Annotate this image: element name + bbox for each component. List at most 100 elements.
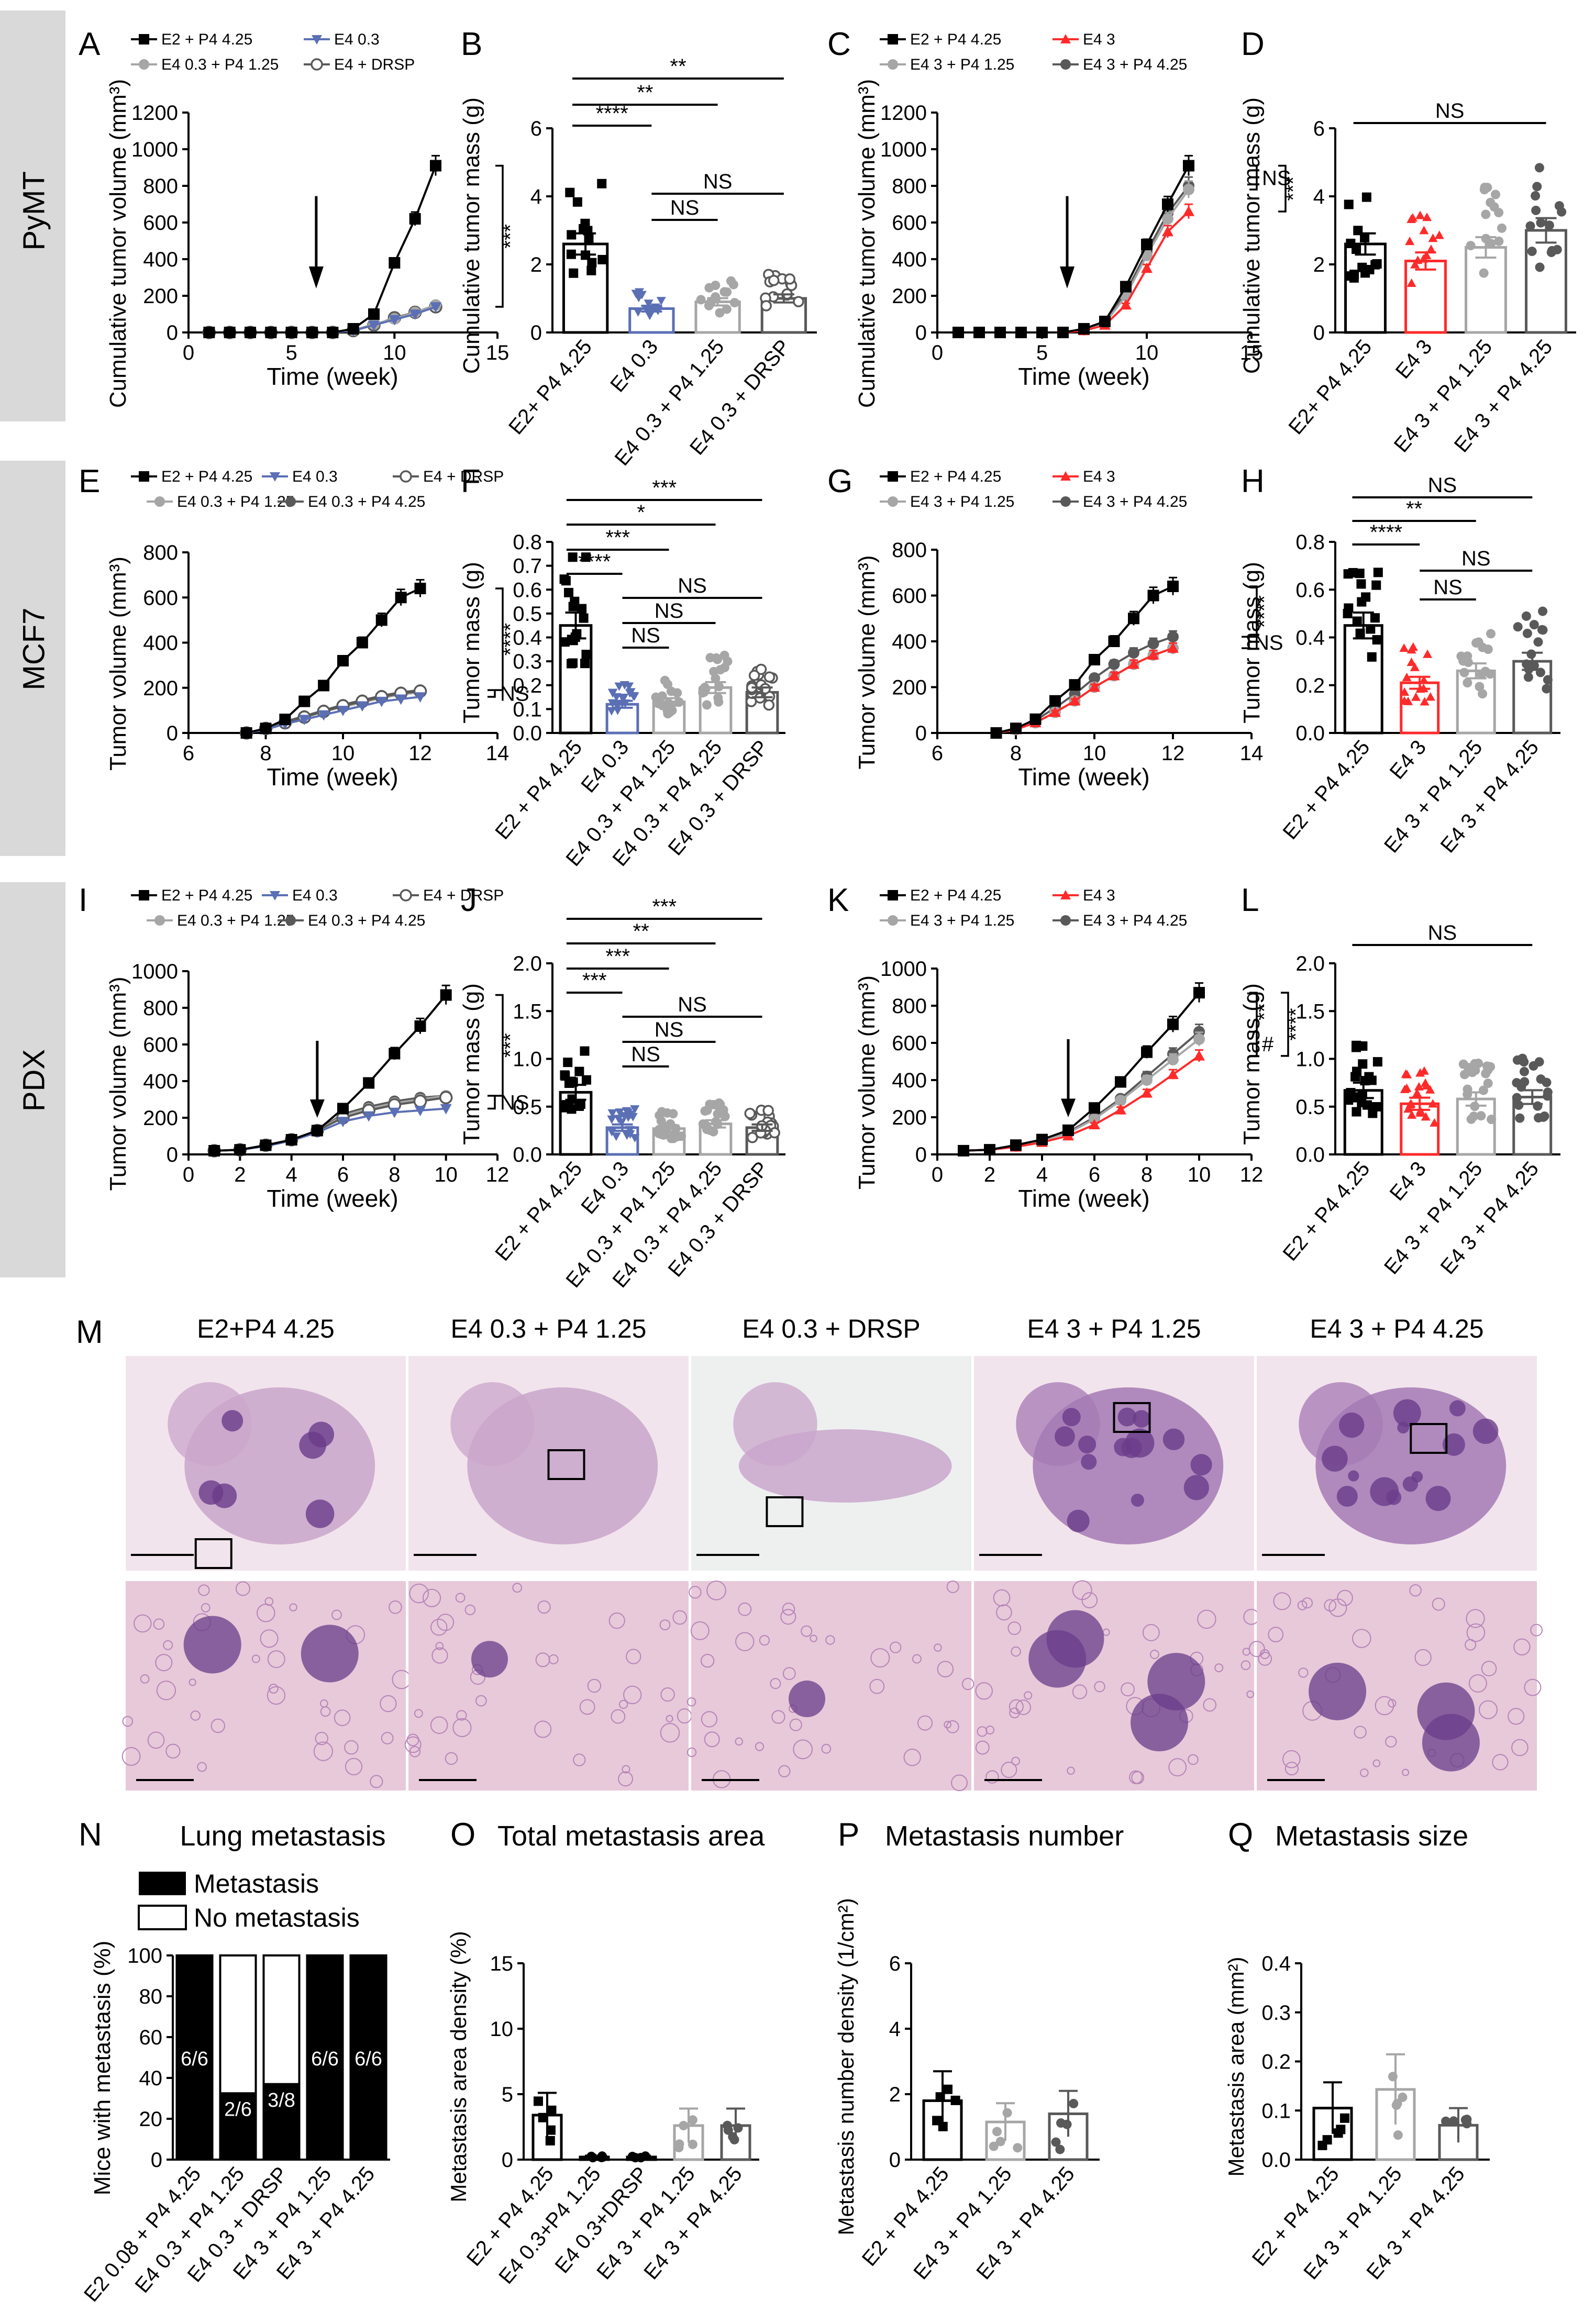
metastasis-nodule: [1442, 1433, 1465, 1456]
bar: [1344, 242, 1387, 334]
y-tick-label: 40: [139, 2067, 163, 2090]
sig-bracket: [488, 1095, 496, 1110]
alveolus: [1009, 1707, 1020, 1719]
data-point: [1441, 2116, 1451, 2126]
sig-bracket: [495, 994, 504, 1097]
series-line: [996, 647, 1173, 734]
data-point: [564, 1078, 574, 1088]
sig-label: ****: [578, 550, 611, 573]
data-point: [565, 187, 575, 197]
data-point: [674, 2139, 684, 2149]
alveolus: [334, 1709, 351, 1726]
data-point: [1352, 1107, 1361, 1117]
data-point: [1494, 236, 1504, 246]
legend-label: E4 3 + P4 4.25: [1083, 493, 1187, 510]
lung-lobe: [733, 1382, 817, 1466]
data-point: [958, 1144, 969, 1157]
legend-label: E4 0.3: [292, 887, 338, 904]
y-axis-label: Metastasis area (mm²): [1224, 1956, 1248, 2176]
legend-label: No metastasis: [194, 1903, 360, 1932]
data-point: [1372, 1057, 1382, 1067]
alveolus: [738, 1602, 752, 1616]
data-point: [1002, 2108, 1012, 2118]
data-point: [714, 682, 724, 692]
data-point: [306, 327, 318, 338]
y-tick-label: 0.0: [513, 1143, 542, 1166]
alveolus: [190, 1710, 201, 1721]
alveolus: [626, 1649, 641, 1664]
data-point: [722, 287, 732, 297]
alveolus: [672, 1610, 688, 1625]
data-point: [1069, 695, 1081, 706]
legend-label: E4 3 + P4 4.25: [1083, 912, 1187, 929]
x-tick-label: 12: [1240, 1163, 1264, 1186]
data-point: [1167, 631, 1179, 643]
data-point: [208, 1145, 220, 1157]
data-point: [1543, 1087, 1553, 1097]
alveolus: [381, 1732, 394, 1744]
y-tick-label: 0.0: [513, 722, 542, 745]
sig-label: NS: [500, 1091, 529, 1114]
series-line: [963, 1038, 1200, 1152]
metastasis-nodule: [183, 1616, 241, 1674]
data-point: [1399, 696, 1409, 705]
panel-E: E E2 + P4 4.25 E4 0.3 E4 + DRSP E4 0.3 + P4 …: [79, 463, 529, 791]
data-point: [1141, 1074, 1153, 1086]
alveolus: [1513, 1638, 1531, 1656]
histology-image-high-mag: [1257, 1581, 1537, 1791]
alveolus: [770, 1678, 781, 1689]
sig-label: NS: [703, 170, 733, 193]
sig-label: ***: [652, 476, 677, 499]
data-point: [1029, 713, 1042, 725]
alveolus: [686, 1747, 697, 1758]
legend-label: E2 + P4 4.25: [910, 887, 1001, 904]
alveolus: [690, 1621, 710, 1640]
data-point: [1361, 192, 1371, 202]
alveolus: [1282, 1750, 1301, 1769]
legend-marker: [1060, 471, 1071, 481]
data-point: [566, 249, 576, 259]
alveolus: [456, 1710, 467, 1721]
data-point: [952, 327, 964, 338]
data-point: [1406, 278, 1416, 287]
bar: [1525, 229, 1567, 334]
panel-title: Total metastasis area: [497, 1820, 765, 1852]
sig-label: NS: [500, 683, 529, 706]
legend-label: E4 3 + P4 1.25: [910, 56, 1014, 73]
alveolus: [1240, 1660, 1251, 1671]
y-tick-label: 0.0: [1295, 1143, 1325, 1166]
series-line: [246, 690, 420, 734]
alveolus: [587, 1678, 602, 1693]
zoom-box: [194, 1538, 232, 1569]
metastasis-nodule: [1336, 1485, 1358, 1507]
panel-N: N Lung metastasis Metastasis No metastasis 0…: [79, 1817, 390, 2306]
alveolus: [189, 1678, 196, 1686]
y-tick-label: 1000: [880, 958, 927, 981]
metastasis-nodule: [1147, 1653, 1205, 1711]
data-point: [1128, 658, 1139, 669]
alveolus: [1466, 1623, 1486, 1642]
x-tick-label: 10: [1083, 742, 1106, 765]
alveolus: [618, 1771, 634, 1787]
sig-label: NS: [655, 599, 684, 622]
alveolus: [1337, 1589, 1353, 1606]
data-point: [1456, 651, 1466, 661]
alveolus: [445, 1752, 458, 1765]
y-tick-label: 2.0: [513, 952, 542, 975]
sig-label: **: [637, 81, 653, 104]
panel-M: M E2+P4 4.25 E4 0.3 + P4 1.25 E4 0.3 + DRSP…: [76, 1314, 1543, 1792]
alveolus: [704, 1731, 720, 1748]
alveolus: [331, 1609, 342, 1620]
data-point: [1340, 2113, 1350, 2123]
alveolus: [780, 1609, 796, 1625]
alveolus: [452, 1718, 472, 1737]
alveolus: [961, 1677, 974, 1691]
y-tick-label: 600: [892, 1032, 927, 1055]
data-point: [1051, 2137, 1061, 2147]
data-point: [224, 327, 236, 338]
panel-letter: H: [1241, 463, 1265, 499]
sig-label: NS: [1461, 547, 1491, 570]
y-tick-label: 0.4: [1261, 1952, 1291, 1975]
metastasis-nodule: [1422, 1714, 1480, 1772]
legend-swatch-no-metastasis: [138, 1905, 187, 1930]
